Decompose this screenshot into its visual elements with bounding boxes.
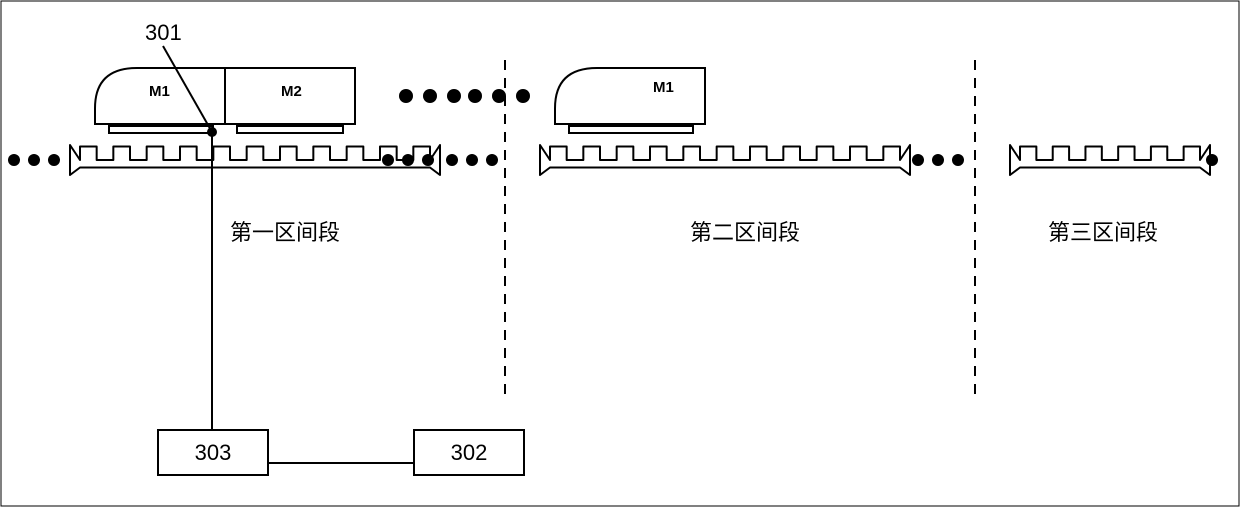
- callout-label-301: 301: [145, 20, 182, 45]
- car-label: M1: [653, 79, 674, 96]
- train-car: M1: [555, 68, 705, 133]
- train-car: M2: [225, 68, 355, 133]
- train-continuation-dots: [399, 89, 530, 103]
- box-label: 302: [451, 440, 488, 465]
- section-label: 第一区间段: [230, 220, 340, 245]
- car-label: M1: [149, 83, 170, 100]
- section-label: 第二区间段: [690, 220, 800, 245]
- labeled-box: 303: [158, 430, 268, 475]
- car-label: M2: [281, 83, 302, 100]
- section-label: 第三区间段: [1048, 220, 1158, 245]
- track-segment: [540, 145, 910, 175]
- track-segment: [1010, 145, 1210, 175]
- diagram-canvas: M1 M2 M1 第一区间段 第二区间段 第三区间段 301 303 302: [0, 0, 1240, 507]
- box-label: 303: [195, 440, 232, 465]
- train-car: M1: [95, 68, 225, 133]
- labeled-box: 302: [414, 430, 524, 475]
